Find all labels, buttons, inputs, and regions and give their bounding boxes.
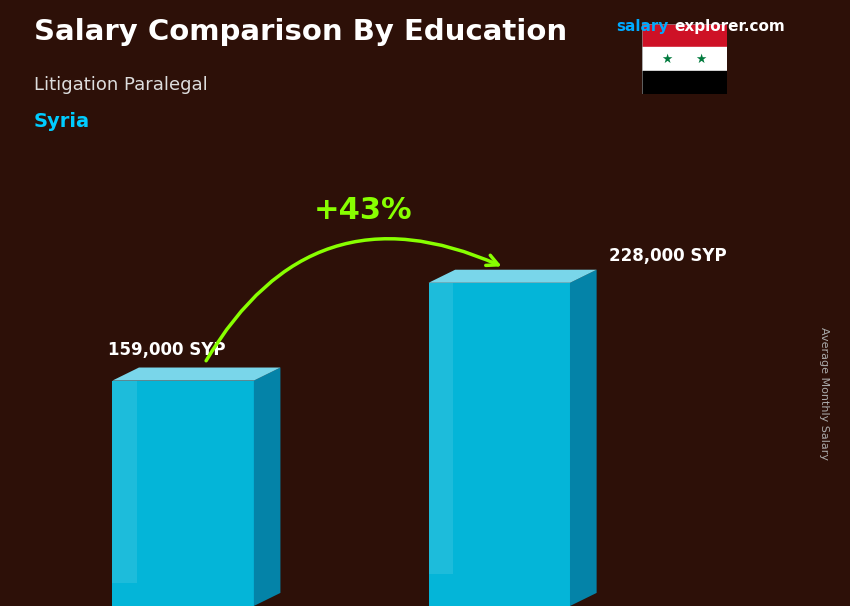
Text: +43%: +43% (314, 196, 412, 225)
Bar (642, 47, 727, 71)
Text: ★: ★ (695, 53, 707, 65)
Text: Syria: Syria (34, 112, 90, 131)
Text: 228,000 SYP: 228,000 SYP (609, 247, 727, 265)
Polygon shape (428, 283, 454, 574)
Bar (642, 71, 727, 94)
Polygon shape (428, 283, 570, 606)
Text: Litigation Paralegal: Litigation Paralegal (34, 76, 207, 94)
Text: Average Monthly Salary: Average Monthly Salary (819, 327, 829, 461)
Polygon shape (112, 381, 138, 584)
Polygon shape (112, 381, 254, 606)
Polygon shape (254, 367, 280, 606)
Polygon shape (570, 270, 597, 606)
Text: ★: ★ (661, 53, 673, 65)
Text: salary: salary (616, 19, 669, 35)
Bar (642, 24, 727, 47)
Polygon shape (428, 270, 597, 283)
Text: 159,000 SYP: 159,000 SYP (108, 341, 225, 359)
Text: Salary Comparison By Education: Salary Comparison By Education (34, 18, 567, 46)
Text: explorer.com: explorer.com (674, 19, 785, 35)
Polygon shape (112, 367, 280, 381)
